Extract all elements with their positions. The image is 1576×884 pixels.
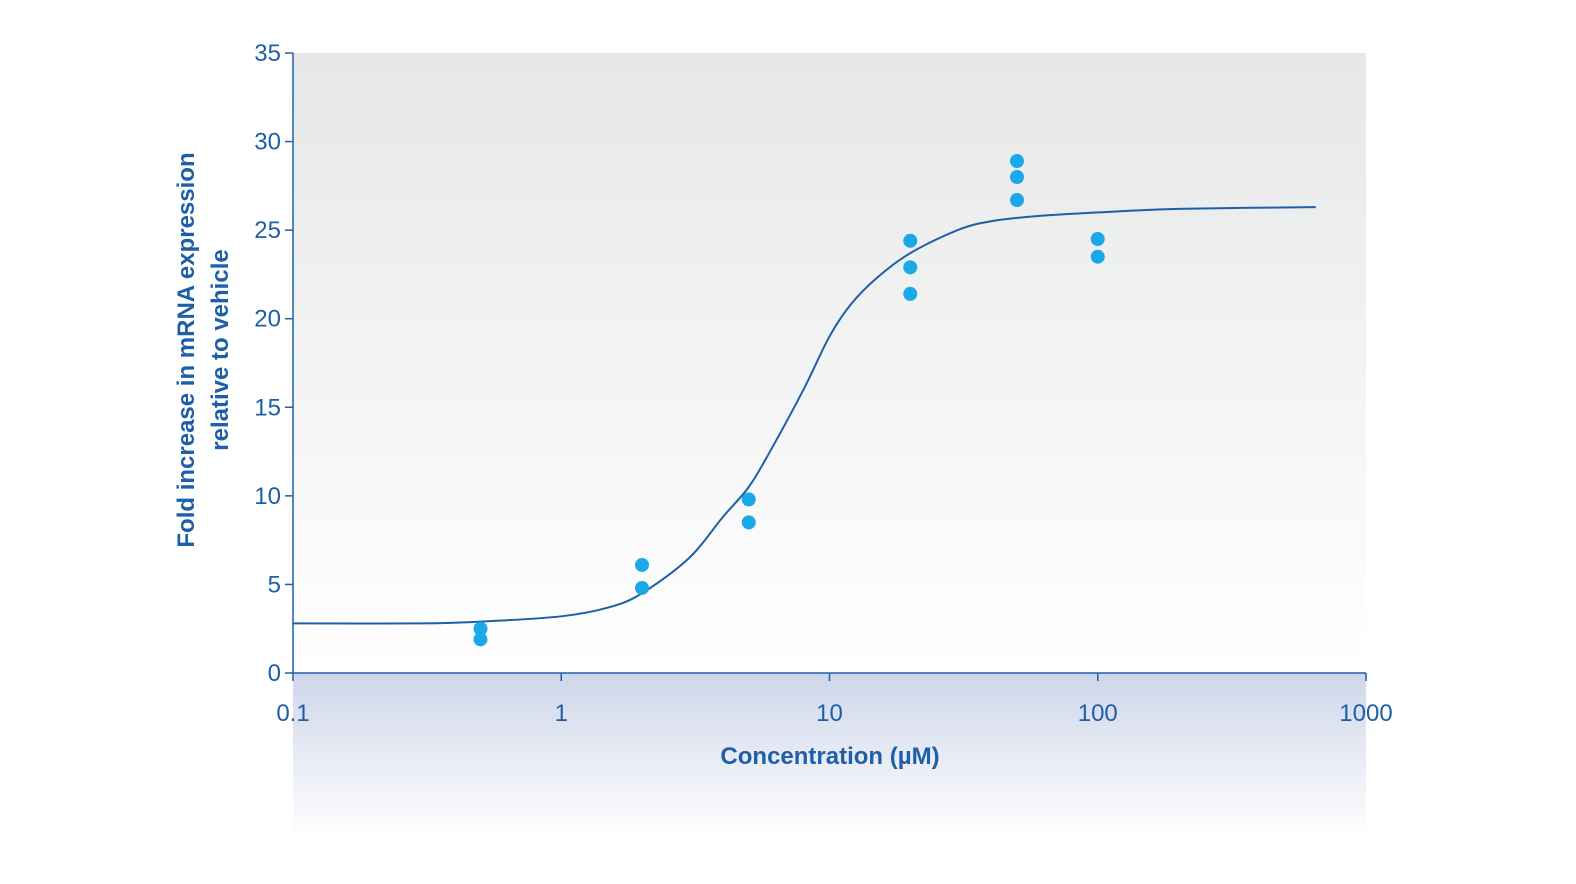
y-axis-title: Fold increase in mRNA expression relativ…: [173, 152, 234, 547]
data-point: [741, 492, 756, 507]
data-point: [1009, 154, 1024, 169]
x-tick-label: 100: [1078, 700, 1118, 727]
below-axis-band: [293, 673, 1366, 838]
y-tick-label: 20: [254, 306, 281, 333]
data-point: [1090, 232, 1105, 246]
y-tick-label: 5: [268, 571, 281, 598]
y-axis-ticks: 0 5 10 15 20 25 30 35: [254, 40, 293, 687]
data-points-layer: [473, 154, 1105, 647]
data-point: [903, 233, 918, 248]
y-tick-label: 0: [268, 660, 281, 687]
x-tick-label: 1000: [1339, 700, 1392, 727]
data-point: [473, 621, 488, 636]
x-tick-label: 10: [816, 700, 843, 727]
data-point: [741, 515, 756, 530]
x-axis-title: Concentration (µM): [720, 743, 939, 770]
y-tick-label: 35: [254, 40, 281, 67]
x-axis-ticks: 0.1 1 10 100 1000: [276, 673, 1393, 727]
x-tick-label: 0.1: [276, 700, 309, 727]
fit-curve-layer: [292, 206, 1316, 625]
x-tick-label: 1: [555, 700, 568, 727]
y-tick-label: 25: [254, 217, 281, 244]
plot-background: [293, 53, 1366, 673]
data-point: [903, 286, 918, 301]
data-point: [1009, 193, 1024, 208]
fit-curve: [292, 206, 1316, 625]
data-point: [635, 557, 650, 572]
data-point: [635, 580, 650, 595]
data-point: [1009, 170, 1024, 184]
data-point: [903, 260, 918, 275]
y-tick-label: 15: [254, 394, 281, 421]
y-axis-title-line-1: Fold increase in mRNA expression: [173, 152, 200, 547]
data-point: [1090, 249, 1105, 264]
y-axis-title-line-2: relative to vehicle: [207, 249, 234, 450]
y-tick-label: 30: [254, 129, 281, 156]
y-tick-label: 10: [254, 483, 281, 510]
data-point: [473, 632, 488, 647]
